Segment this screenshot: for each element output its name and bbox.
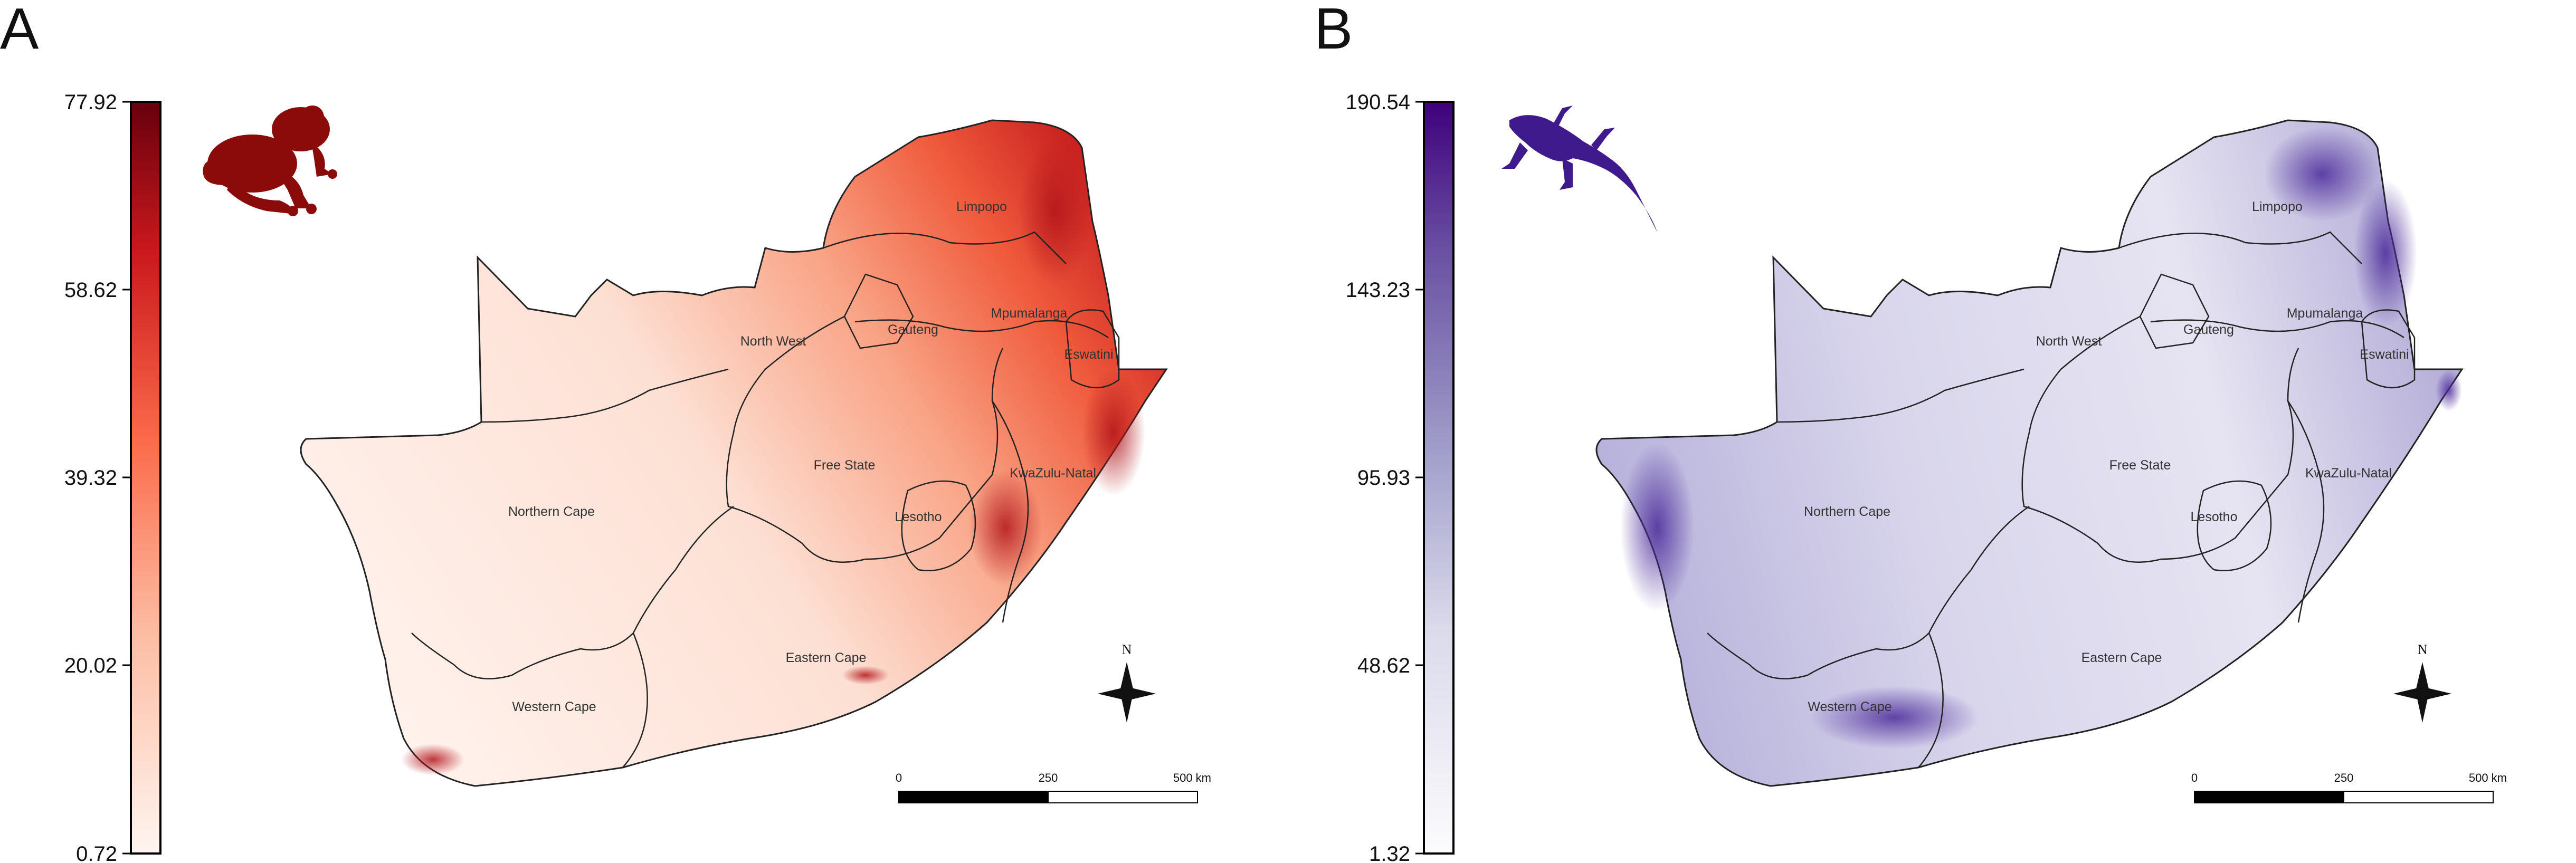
color-bar (130, 101, 161, 855)
region-label: Free State (2109, 458, 2171, 473)
legend-tick-label: 48.62 (1357, 654, 1410, 677)
map-figure: 190.54 143.23 95.93 48.62 1.32 (1346, 91, 2507, 863)
north-label: N (2418, 642, 2428, 657)
region-label: Eswatini (1064, 347, 1113, 362)
lizard-silhouette-icon (1501, 106, 1657, 232)
density-hotspot (2264, 127, 2380, 222)
density-hotspot (968, 469, 1042, 586)
density-hotspot (1810, 686, 1979, 749)
south-africa-map (300, 119, 1168, 787)
density-hotspot (842, 666, 889, 685)
legend-tick-label: 143.23 (1346, 279, 1410, 302)
south-africa-map (1595, 119, 2464, 787)
legend-tick-label: 39.32 (64, 466, 117, 490)
scale-label: 500 km (1173, 771, 1211, 784)
density-hotspot (1620, 443, 1694, 612)
north-label: N (1122, 642, 1132, 657)
region-label: Gauteng (2183, 322, 2234, 337)
region-label: Eastern Cape (2081, 650, 2162, 665)
density-hotspot (2354, 179, 2417, 327)
color-bar-legend: 190.54 143.23 95.93 48.62 1.32 (1346, 91, 1455, 863)
scale-label: 250 (2334, 771, 2354, 784)
density-hotspot (401, 744, 464, 775)
region-label: KwaZulu-Natal (2305, 466, 2392, 481)
province-borders (1707, 231, 2416, 768)
region-label: Lesotho (895, 510, 942, 524)
scale-bar: 0 250 500 km (896, 771, 1211, 803)
density-hotspot (1019, 137, 1092, 285)
region-label: Gauteng (888, 322, 938, 337)
panel-a: A (0, 0, 1211, 863)
scale-label: 0 (896, 771, 902, 784)
region-label: Lesotho (2191, 510, 2238, 524)
region-label: Western Cape (1808, 699, 1891, 714)
legend-tick-label: 1.32 (1369, 842, 1410, 863)
legend-tick-label: 0.72 (76, 842, 117, 863)
legend-tick-label: 77.92 (64, 91, 117, 114)
map-figure: 77.92 58.62 39.32 20.02 0.72 (64, 91, 1211, 863)
color-bar-legend: 77.92 58.62 39.32 20.02 0.72 (64, 91, 161, 863)
region-labels: Limpopo North West Gauteng Mpumalanga Es… (508, 199, 1114, 714)
legend-tick-label: 20.02 (64, 654, 117, 677)
region-label: North West (2036, 334, 2102, 349)
scale-label: 500 km (2469, 771, 2507, 784)
panel-letter: B (1314, 0, 1353, 61)
region-label: Free State (814, 458, 876, 473)
region-label: Limpopo (2252, 199, 2303, 214)
legend-tick-label: 190.54 (1346, 91, 1410, 114)
region-label: Northern Cape (1804, 504, 1890, 519)
color-bar (1423, 101, 1455, 855)
north-arrow-icon: N (1098, 642, 1156, 723)
scale-label: 250 (1039, 771, 1058, 784)
region-label: Limpopo (956, 199, 1007, 214)
legend-tick-label: 58.62 (64, 279, 117, 302)
region-label: Eastern Cape (786, 650, 867, 665)
region-label: KwaZulu-Natal (1010, 466, 1096, 481)
panel-b: B (1288, 0, 2575, 863)
region-label: North West (740, 334, 806, 349)
density-hotspot (1082, 369, 1145, 496)
region-label: Western Cape (512, 699, 596, 714)
scale-bar: 0 250 500 km (2191, 771, 2507, 803)
region-label: Northern Cape (508, 504, 595, 519)
country-outline (300, 119, 1168, 787)
legend-tick-label: 95.93 (1357, 466, 1410, 490)
scale-label: 0 (2191, 771, 2198, 784)
frog-silhouette-icon (203, 106, 337, 216)
region-labels: Limpopo North West Gauteng Mpumalanga Es… (1804, 199, 2409, 714)
region-label: Eswatini (2360, 347, 2409, 362)
north-arrow-icon: N (2393, 642, 2451, 723)
density-hotspot (2436, 369, 2462, 411)
province-borders (411, 231, 1120, 768)
region-label: Mpumalanga (991, 306, 1068, 321)
panel-letter: A (0, 0, 39, 61)
region-label: Mpumalanga (2287, 306, 2363, 321)
